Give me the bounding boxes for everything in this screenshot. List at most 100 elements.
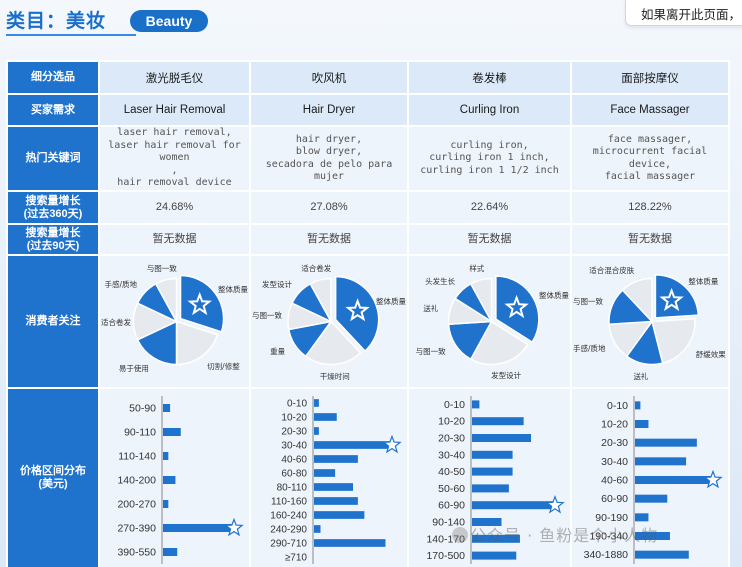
bar-tick-label: ≥710 [285, 553, 308, 564]
bar-svg: 0-10 10-20 20-30 30-40 40-50 50-60 60-90 90-140… [426, 396, 565, 564]
price-bar [635, 532, 670, 540]
bar-tick-label: 20-30 [281, 427, 307, 438]
buyer-need-cell: Laser Hair Removal [98, 93, 251, 127]
row-header-segment: 细分选品 [6, 60, 100, 95]
pie-label: 样式 [469, 264, 485, 274]
price-bar [472, 534, 520, 543]
price-bar [314, 525, 321, 533]
pie-svg [447, 275, 540, 366]
price-bar [163, 524, 234, 532]
pie-label: 发型设计 [261, 279, 292, 289]
price-bar [472, 417, 524, 426]
bar-tick-label: 50-60 [438, 483, 465, 495]
price-chart-cell: 0-10 10-20 20-30 30-40 40-50 50-60 60-90 90-140… [407, 387, 572, 567]
price-bar [314, 469, 336, 477]
buyer-need-cell: Face Massager [570, 93, 730, 127]
bar-tick-label: 200-270 [117, 499, 156, 511]
pie-label: 与图一致 [252, 310, 282, 320]
pie-label: 整体质量 [376, 297, 406, 307]
bar-tick-label: 110-160 [271, 497, 307, 508]
pie-label: 切割/修整 [207, 361, 240, 371]
price-bar [314, 427, 319, 435]
row-header-growth-360: 搜索量增长 (过去360天) [6, 190, 100, 225]
price-bar [163, 476, 176, 484]
bar-svg: 0-10 10-20 20-30 30-40 40-60 60-90 90-190 190-3… [584, 396, 723, 564]
price-bar [163, 428, 181, 436]
pie-chart: 整体质量 切割/修整 易于使用 适合卷发 手感/质地 与图一致 [100, 257, 249, 386]
keywords-cell: face massager, microcurrent facial devic… [570, 125, 730, 192]
leave-page-popup[interactable]: 如果离开此页面， [625, 0, 742, 26]
segment-cell: 面部按摩仪 [570, 60, 730, 95]
pie-slice [154, 277, 178, 322]
pie-label: 易于使用 [118, 363, 149, 373]
price-bar [635, 420, 649, 428]
price-bar [472, 450, 513, 459]
watermark-text: 公众号 · 鱼粉是个小人物 [470, 526, 659, 545]
price-bar [635, 401, 641, 410]
pie-slice [495, 275, 540, 344]
bar-tick-label: 240-290 [270, 525, 307, 536]
pie-slice [651, 318, 696, 365]
pie-label: 头发生长 [425, 277, 456, 287]
price-bar [314, 539, 386, 547]
star-icon [187, 291, 212, 316]
bar-tick-label: 30-40 [281, 441, 307, 452]
price-bar [314, 497, 358, 505]
bar-tick-label: 190-340 [589, 531, 628, 543]
price-bar [472, 400, 480, 409]
pie-label: 与图一致 [415, 346, 446, 356]
growth-360-cell: 27.08% [249, 190, 409, 225]
price-chart-cell: 50-90 90-110 110-140 140-200 200-270 270-390 3… [98, 387, 251, 567]
segment-cell: 激光脱毛仪 [98, 60, 251, 95]
bar-tick-label: 290-710 [270, 539, 307, 550]
bar-tick-label: 20-30 [438, 433, 465, 445]
price-bar [472, 501, 555, 510]
star-icon [504, 294, 529, 319]
pie-label: 重量 [270, 346, 286, 356]
bar-tick-label: 30-40 [601, 456, 628, 468]
category-badge: Beauty [130, 10, 208, 32]
pie-label: 与图一致 [573, 297, 603, 307]
bar-tick-label: 10-20 [281, 413, 307, 424]
pie-slice [136, 320, 178, 366]
bar-tick-label: 140-170 [426, 533, 465, 545]
price-bar [163, 548, 178, 556]
pie-slice [469, 320, 529, 366]
pie-label: 发型设计 [491, 370, 522, 380]
pie-label: 送礼 [633, 371, 649, 381]
concerns-chart-cell: 整体质量 发型设计 与图一致 送礼 头发生长 样式 [407, 254, 572, 389]
pie-slice [309, 277, 332, 322]
price-bar [163, 500, 169, 508]
growth-360-cell: 128.22% [570, 190, 730, 225]
growth-90-cell: 暂无数据 [570, 223, 730, 256]
row-header-concerns: 消费者关注 [6, 254, 100, 389]
buyer-need-cell: Hair Dryer [249, 93, 409, 127]
pie-chart: 整体质量 发型设计 与图一致 送礼 头发生长 样式 [409, 257, 570, 386]
price-bar [163, 404, 171, 412]
growth-360-cell: 22.64% [407, 190, 572, 225]
product-table: 细分选品 激光脱毛仪 吹风机 卷发棒 面部按摩仪 买家需求 Laser Hair… [6, 60, 730, 567]
pie-svg [287, 275, 380, 366]
bar-tick-label: 40-60 [281, 455, 307, 466]
star-icon [224, 517, 244, 537]
pie-label: 整体质量 [688, 277, 719, 287]
price-bar [472, 551, 517, 560]
growth-90-cell: 暂无数据 [407, 223, 572, 256]
title-underline [6, 34, 136, 36]
bar-tick-label: 140-200 [117, 475, 156, 487]
star-icon [703, 469, 723, 489]
price-bar [635, 513, 649, 522]
pie-label: 干燥时间 [319, 372, 350, 382]
bar-tick-label: 110-140 [118, 451, 156, 463]
bar-tick-label: 60-90 [438, 500, 465, 512]
price-bar [314, 483, 353, 491]
bar-tick-label: 270-390 [117, 523, 156, 535]
price-bar [472, 484, 509, 493]
pie-label: 舒缓效果 [695, 349, 726, 359]
concerns-chart-cell: 整体质量 干燥时间 重量 与图一致 发型设计 适合卷发 [249, 254, 409, 389]
concerns-chart-cell: 整体质量 切割/修整 易于使用 适合卷发 手感/质地 与图一致 [98, 254, 251, 389]
bar-tick-label: 90-190 [595, 512, 628, 524]
bar-tick-label: 0-10 [444, 399, 465, 411]
concerns-chart-cell: 整体质量 舒缓效果 送礼 手感/质地 与图一致 适合混合皮肤 [570, 254, 730, 389]
price-bar [314, 399, 319, 407]
